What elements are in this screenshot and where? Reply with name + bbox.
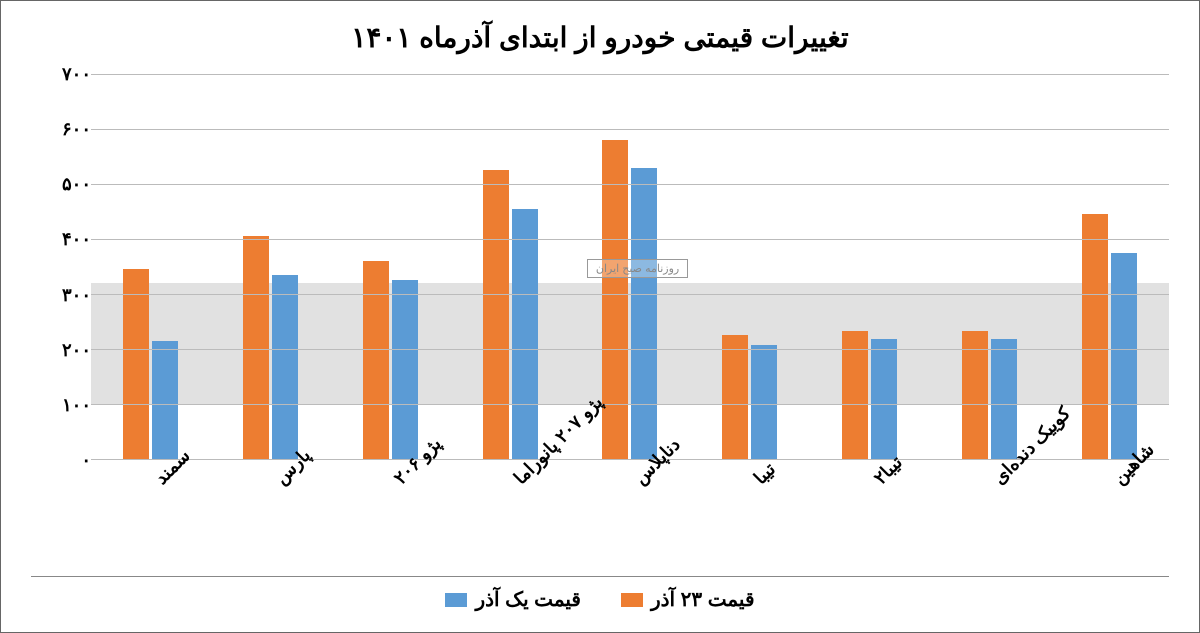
y-axis: ۷۰۰۶۰۰۵۰۰۴۰۰۳۰۰۲۰۰۱۰۰۰ xyxy=(31,74,91,460)
category-p207panorama xyxy=(450,74,570,459)
legend-swatch xyxy=(621,593,643,607)
x-label-slot: تیبا۲ xyxy=(810,466,930,556)
x-axis-labels: شاهینکوییک دنده‌ایتیبا۲تیبادناپلاسپژو ۲۰… xyxy=(91,466,1169,556)
bar xyxy=(1082,214,1108,459)
x-label: تیبا xyxy=(750,459,780,489)
x-label-slot: سمند xyxy=(91,466,211,556)
category-p206 xyxy=(331,74,451,459)
bar xyxy=(152,341,178,459)
bar xyxy=(243,236,269,459)
grid-line xyxy=(91,129,1169,130)
grid-line xyxy=(91,239,1169,240)
legend-item: قیمت یک آذر xyxy=(445,587,581,612)
legend-swatch xyxy=(445,593,467,607)
x-label-slot: کوییک دنده‌ای xyxy=(929,466,1049,556)
legend: قیمت ۲۳ آذر قیمت یک آذر xyxy=(31,576,1169,612)
bar xyxy=(512,209,538,459)
bar xyxy=(751,345,777,459)
grid-line xyxy=(91,74,1169,75)
bar xyxy=(991,339,1017,459)
legend-label: قیمت ۲۳ آذر xyxy=(651,587,755,612)
category-samand xyxy=(91,74,211,459)
category-quickmanual xyxy=(929,74,1049,459)
category-tiba2 xyxy=(810,74,930,459)
x-label-slot: دناپلاس xyxy=(570,466,690,556)
bar xyxy=(392,280,418,459)
category-shahin xyxy=(1049,74,1169,459)
category-tiba xyxy=(690,74,810,459)
plot-area: روزنامه صبح ایران xyxy=(91,74,1169,460)
x-label-slot: شاهین xyxy=(1049,466,1169,556)
bar xyxy=(483,170,509,459)
bar xyxy=(962,331,988,459)
bar xyxy=(842,331,868,459)
chart-title: تغییرات قیمتی خودرو از ابتدای آذرماه ۱۴۰… xyxy=(31,21,1169,54)
legend-label: قیمت یک آذر xyxy=(475,587,581,612)
bar xyxy=(123,269,149,459)
bar xyxy=(602,140,628,459)
bar xyxy=(871,339,897,459)
x-label-slot: پژو ۲۰۶ xyxy=(331,466,451,556)
chart-container: تغییرات قیمتی خودرو از ابتدای آذرماه ۱۴۰… xyxy=(0,0,1200,633)
x-label-slot: پژو ۲۰۷ پانوراما xyxy=(450,466,570,556)
grid-line xyxy=(91,294,1169,295)
x-label-slot: پارس xyxy=(211,466,331,556)
bar xyxy=(631,168,657,460)
x-label-slot: تیبا xyxy=(690,466,810,556)
category-pars xyxy=(211,74,331,459)
grid-line xyxy=(91,184,1169,185)
bar xyxy=(1111,253,1137,459)
grid-line xyxy=(91,404,1169,405)
bar xyxy=(272,275,298,459)
bar xyxy=(722,335,748,459)
watermark-label: روزنامه صبح ایران xyxy=(587,259,688,278)
legend-item: قیمت ۲۳ آذر xyxy=(621,587,755,612)
grid-line xyxy=(91,349,1169,350)
bar xyxy=(363,261,389,459)
